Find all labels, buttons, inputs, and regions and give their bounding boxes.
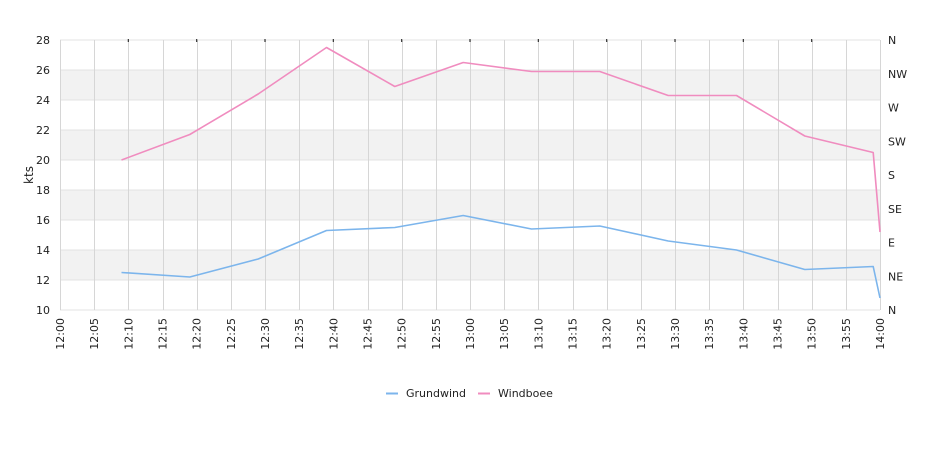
y2-tick-label: SE [888,203,902,216]
x-tick-label: 12:10 [122,318,135,350]
x-tick-label: 12:20 [191,318,204,350]
series-line-windboee [121,46,881,233]
legend-item-windboee[interactable]: Windboee [478,387,553,400]
y-tick-label: 28 [36,34,50,47]
legend-label: Grundwind [406,387,466,400]
y-tick-label: 18 [36,184,50,197]
x-tick-label: 13:05 [498,318,511,350]
x-tick-label: 13:25 [635,318,648,350]
x-tick-label: 13:15 [567,318,580,350]
y-tick-label: 24 [36,94,50,107]
grid-lines [60,39,881,311]
x-tick-label: 13:40 [737,318,750,350]
secondary-y-axis: N NE E SE S SW W NW N [888,34,907,317]
y-axis-title: kts [22,166,36,184]
series-lines [121,46,881,299]
y2-tick-label: E [888,237,895,250]
x-tick-label: 12:15 [157,318,170,350]
y-tick-label: 20 [36,154,50,167]
x-tick-label: 13:30 [669,318,682,350]
y-tick-label: 12 [36,274,50,287]
y2-tick-label: SW [888,135,906,148]
x-tick-label: 12:25 [225,318,238,350]
x-tick-label: 12:50 [396,318,409,350]
x-tick-label: 13:55 [840,318,853,350]
y-tick-label: 16 [36,214,50,227]
y-tick-label: 10 [36,304,50,317]
y2-tick-label: NW [888,68,907,81]
legend-label: Windboee [498,387,553,400]
y2-tick-label: N [888,304,896,317]
y2-tick-label: W [888,102,899,115]
x-tick-label: 13:10 [532,318,545,350]
x-tick-label: 12:30 [259,318,272,350]
x-tick-label: 13:00 [464,318,477,350]
y-axis: 10 12 14 16 18 20 22 24 26 28 [36,34,50,317]
y2-tick-label: N [888,34,896,47]
x-tick-label: 13:35 [703,318,716,350]
x-axis: 12:00 12:05 12:10 12:15 12:20 12:25 12:30 12:35… [54,318,887,350]
x-tick-label: 12:55 [430,318,443,350]
legend-item-grundwind[interactable]: Grundwind [386,387,466,400]
x-tick-label: 12:05 [88,318,101,350]
x-tick-label: 12:40 [327,318,340,350]
x-tick-label: 13:20 [601,318,614,350]
x-tick-label: 12:45 [362,318,375,350]
y2-tick-label: S [888,169,895,182]
series-line-grundwind [121,214,881,299]
x-tick-label: 13:50 [806,318,819,350]
y2-tick-label: NE [888,270,903,283]
legend: Grundwind Windboee [386,387,553,400]
y-tick-label: 14 [36,244,50,257]
x-tick-label: 14:00 [874,318,887,350]
x-tick-label: 12:35 [293,318,306,350]
top-tick-marks [127,39,813,42]
x-tick-label: 12:00 [54,318,67,350]
y-tick-label: 26 [36,64,50,77]
x-tick-label: 13:45 [772,318,785,350]
y-tick-label: 22 [36,124,50,137]
